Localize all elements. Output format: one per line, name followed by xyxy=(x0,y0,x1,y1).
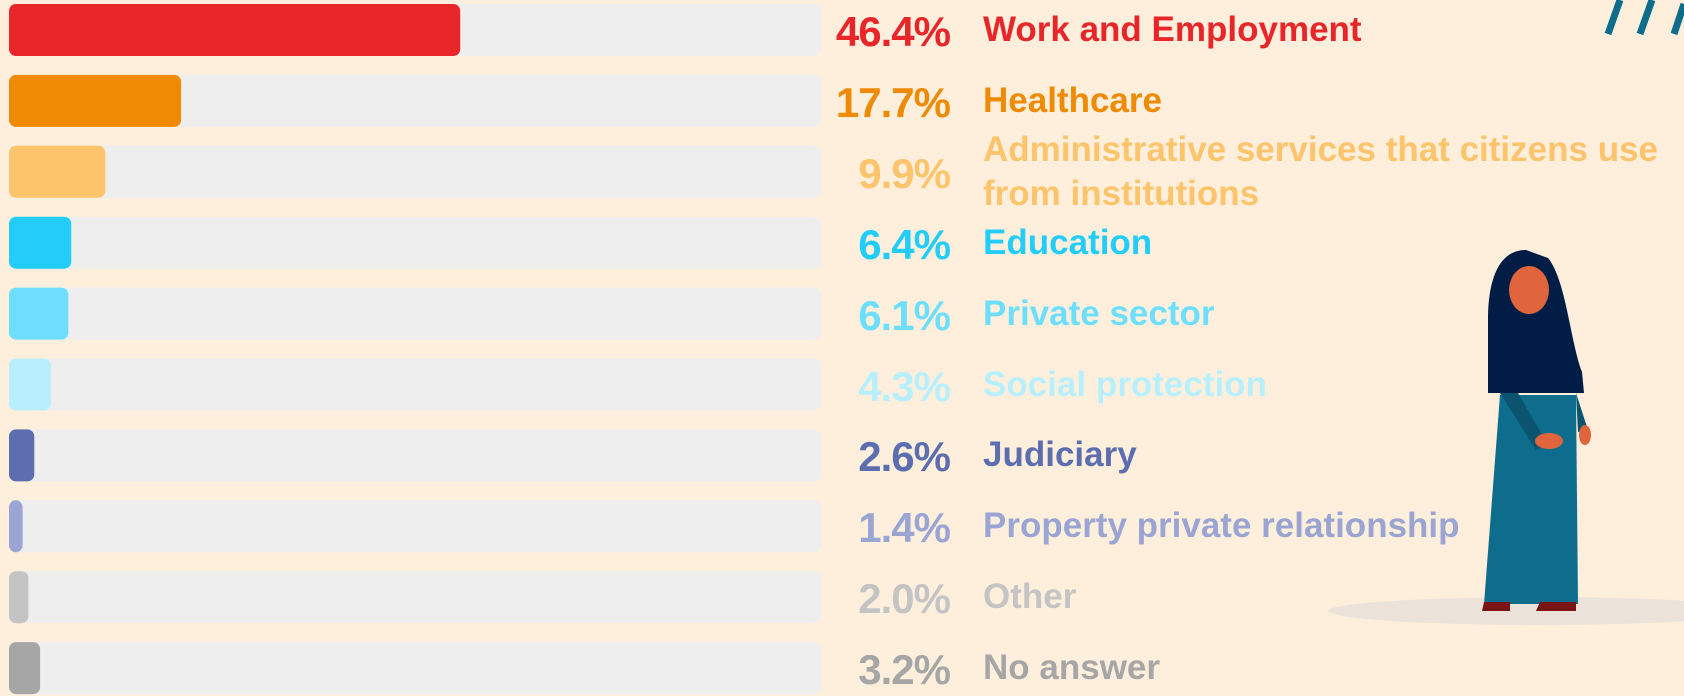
category-label: Administrative services that citizens us… xyxy=(983,128,1673,216)
category-label: Property private relationship xyxy=(983,504,1673,548)
bar xyxy=(9,288,68,340)
bar xyxy=(9,4,460,56)
page: (() => { const data = JSON.parse(documen… xyxy=(0,0,1684,696)
value-label: 17.7% xyxy=(770,79,950,127)
category-label: Private sector xyxy=(983,292,1673,336)
bar-track xyxy=(9,217,821,269)
bar xyxy=(9,429,34,481)
value-label: 2.0% xyxy=(770,575,950,623)
category-label: Social protection xyxy=(983,363,1673,407)
bar xyxy=(9,571,28,623)
bar xyxy=(9,359,51,411)
value-label: 46.4% xyxy=(770,8,950,56)
bar xyxy=(9,217,71,269)
category-label: Healthcare xyxy=(983,79,1673,123)
category-label: Education xyxy=(983,221,1673,265)
bar xyxy=(9,500,23,552)
value-label: 9.9% xyxy=(770,150,950,198)
value-label: 4.3% xyxy=(770,363,950,411)
value-label: 1.4% xyxy=(770,504,950,552)
bar xyxy=(9,642,40,694)
bar xyxy=(9,75,181,127)
value-label: 6.1% xyxy=(770,292,950,340)
value-label: 2.6% xyxy=(770,433,950,481)
category-label: Judiciary xyxy=(983,433,1673,477)
bar xyxy=(9,146,105,198)
category-label: Work and Employment xyxy=(983,8,1673,52)
category-label: No answer xyxy=(983,646,1673,690)
bar-track xyxy=(9,288,821,340)
value-label: 3.2% xyxy=(770,646,950,694)
bar-track xyxy=(9,571,821,623)
bar-track xyxy=(9,500,821,552)
bar-track xyxy=(9,642,821,694)
bar-track xyxy=(9,146,821,198)
bar-track xyxy=(9,359,821,411)
value-label: 6.4% xyxy=(770,221,950,269)
bar-track xyxy=(9,429,821,481)
category-label: Other xyxy=(983,575,1673,619)
